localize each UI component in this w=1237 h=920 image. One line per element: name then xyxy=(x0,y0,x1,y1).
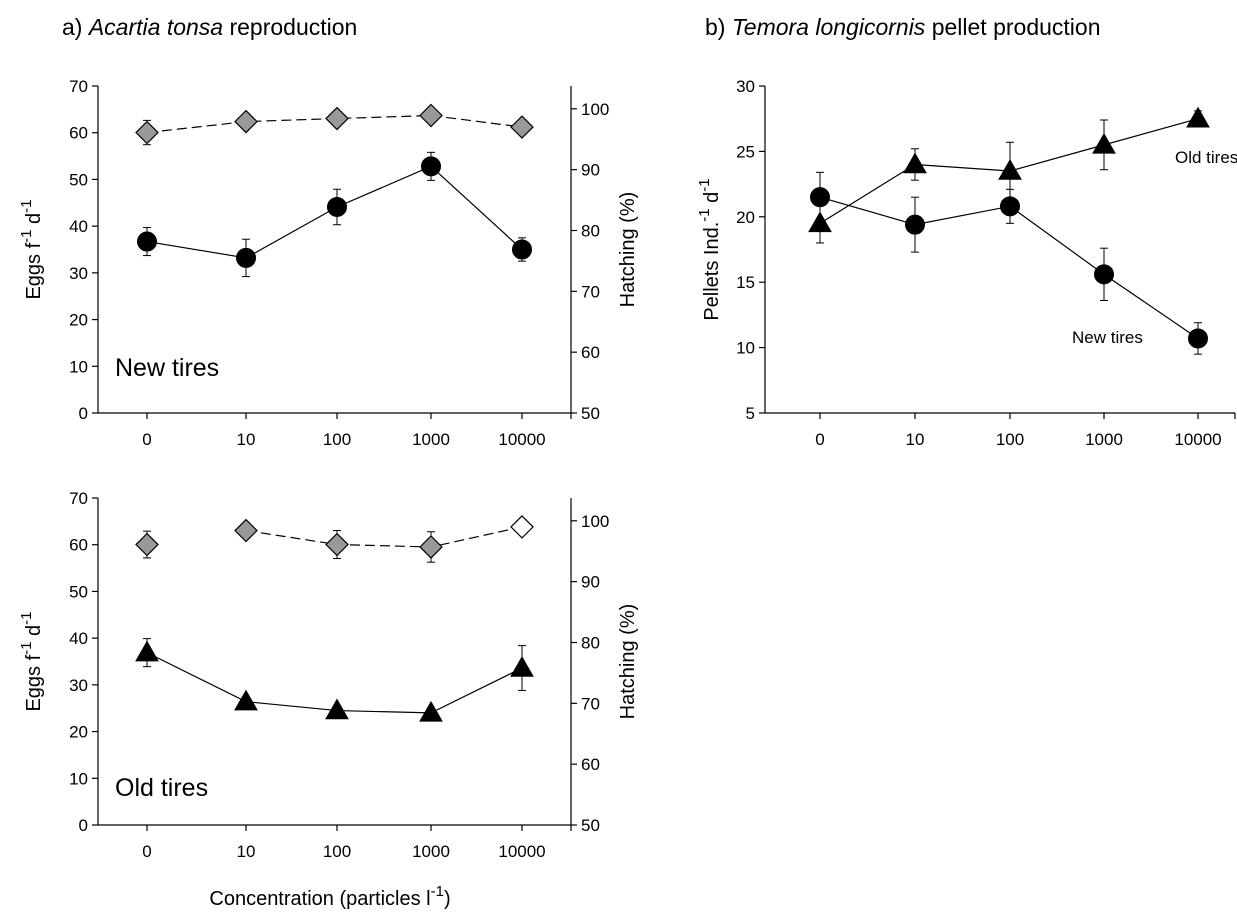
series-label-old-tires: Old tires xyxy=(1175,148,1237,167)
y-tick-label-right: 100 xyxy=(581,512,609,531)
y-tick-label-right: 90 xyxy=(581,573,600,592)
data-point-diamond xyxy=(510,115,534,139)
y-tick-label-right: 80 xyxy=(581,221,600,240)
series-line xyxy=(245,526,523,548)
x-tick-label: 0 xyxy=(142,430,151,449)
series-line xyxy=(819,196,1199,339)
x-tick-label: 10 xyxy=(237,842,256,861)
y-axis-label-left: Eggs f-1 d-1 xyxy=(18,199,45,299)
data-point-triangle xyxy=(998,159,1022,180)
y-tick-label-left: 50 xyxy=(69,170,88,189)
y-tick-label-right: 90 xyxy=(581,161,600,180)
data-point-diamond xyxy=(510,515,534,539)
data-point-circle xyxy=(1188,328,1208,349)
data-point-circle xyxy=(327,196,347,217)
y-tick-label-right: 100 xyxy=(581,100,609,119)
y-axis-label-right: Hatching (%) xyxy=(617,604,639,720)
y-tick-label-left: 10 xyxy=(736,339,755,358)
y-tick-label-right: 70 xyxy=(581,282,600,301)
data-point-circle xyxy=(810,187,830,208)
y-axis-label-left: Pellets Ind.-1 d-1 xyxy=(696,178,723,320)
data-point-diamond xyxy=(135,532,159,557)
x-tick-label: 100 xyxy=(996,430,1024,449)
data-point-circle xyxy=(236,247,256,268)
y-tick-label-right: 60 xyxy=(581,343,600,362)
y-tick-label-left: 40 xyxy=(69,217,88,236)
y-tick-label-left: 30 xyxy=(69,676,88,695)
data-point-circle xyxy=(137,231,157,252)
y-axis-label-right: Hatching (%) xyxy=(617,192,639,308)
data-point-circle xyxy=(512,239,532,260)
data-point-diamond xyxy=(234,518,258,543)
inset-label: Old tires xyxy=(115,774,208,802)
y-tick-label-right: 70 xyxy=(581,694,600,713)
y-tick-label-left: 30 xyxy=(736,77,755,96)
y-tick-label-left: 20 xyxy=(69,311,88,330)
data-point-triangle xyxy=(135,640,159,662)
y-tick-label-right: 50 xyxy=(581,404,600,423)
x-tick-label: 1000 xyxy=(412,842,450,861)
x-tick-label: 1000 xyxy=(1085,430,1123,449)
data-point-triangle xyxy=(325,698,349,720)
data-point-triangle xyxy=(510,656,534,677)
x-tick-label: 0 xyxy=(815,430,824,449)
data-point-triangle xyxy=(419,700,443,722)
data-point-diamond xyxy=(419,535,443,559)
x-tick-label: 1000 xyxy=(412,430,450,449)
inset-label: New tires xyxy=(115,354,219,382)
y-tick-label-right: 80 xyxy=(581,633,600,652)
y-tick-label-left: 5 xyxy=(746,404,755,423)
y-tick-label-left: 60 xyxy=(69,124,88,143)
x-tick-label: 10000 xyxy=(1174,430,1221,449)
y-tick-label-right: 60 xyxy=(581,755,600,774)
x-tick-label: 10 xyxy=(237,430,256,449)
panel-b-title: b) Temora longicornis pellet production xyxy=(705,14,1101,40)
y-tick-label-left: 30 xyxy=(69,264,88,283)
y-tick-label-left: 0 xyxy=(79,816,88,835)
y-tick-label-left: 15 xyxy=(736,273,755,292)
y-tick-label-left: 10 xyxy=(69,357,88,376)
chart-b-pellets: 5 10 15 20 25 30 0 10 100 1000 10000 Pellets Ind.-1… xyxy=(696,77,1237,449)
x-tick-label: 10 xyxy=(906,430,925,449)
y-tick-label-left: 0 xyxy=(79,404,88,423)
data-point-triangle xyxy=(1092,132,1116,154)
x-tick-label: 100 xyxy=(323,430,351,449)
data-point-diamond xyxy=(325,532,349,557)
data-point-diamond xyxy=(135,120,159,145)
data-point-circle xyxy=(1000,196,1020,217)
data-point-diamond xyxy=(325,106,349,131)
data-point-triangle xyxy=(1186,106,1210,128)
x-tick-label: 10000 xyxy=(498,842,545,861)
data-point-diamond xyxy=(234,109,258,134)
y-tick-label-left: 20 xyxy=(736,208,755,227)
y-tick-label-left: 25 xyxy=(736,142,755,161)
data-point-circle xyxy=(1094,264,1114,285)
data-point-circle xyxy=(905,214,925,235)
series-line xyxy=(146,114,523,134)
data-point-diamond xyxy=(419,103,443,128)
y-tick-label-left: 50 xyxy=(69,582,88,601)
y-tick-label-left: 40 xyxy=(69,629,88,648)
panel-a-title: a) Acartia tonsa reproduction xyxy=(62,14,357,40)
x-axis-label: Concentration (particles l-1) xyxy=(209,883,450,910)
series-label-new-tires: New tires xyxy=(1072,328,1143,347)
y-axis-label-left: Eggs f-1 d-1 xyxy=(18,611,45,711)
x-tick-label: 0 xyxy=(142,842,151,861)
y-tick-label-left: 70 xyxy=(69,489,88,508)
y-tick-label-right: 50 xyxy=(581,816,600,835)
y-tick-label-left: 60 xyxy=(69,536,88,555)
data-point-triangle xyxy=(903,152,927,174)
y-tick-label-left: 70 xyxy=(69,77,88,96)
data-point-triangle xyxy=(234,689,258,711)
x-tick-label: 10000 xyxy=(498,430,545,449)
y-tick-label-left: 10 xyxy=(69,769,88,788)
x-tick-label: 100 xyxy=(323,842,351,861)
data-point-circle xyxy=(421,156,441,177)
y-tick-label-left: 20 xyxy=(69,723,88,742)
